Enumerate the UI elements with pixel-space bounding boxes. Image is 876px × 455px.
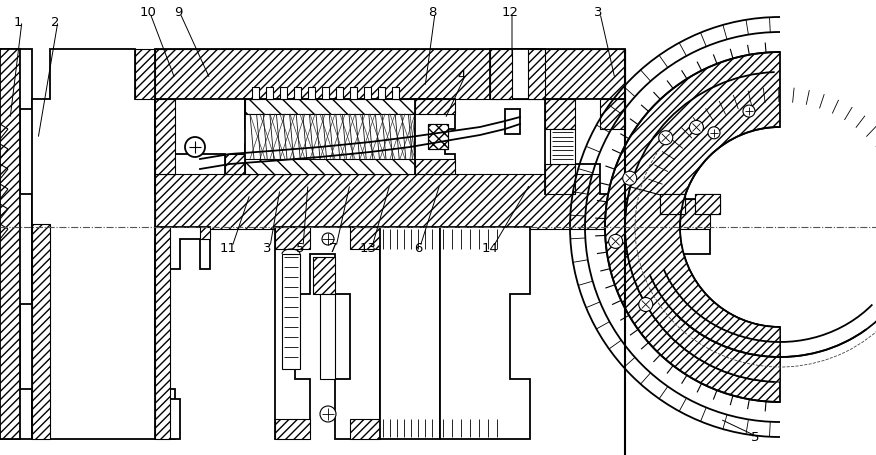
Text: 2: 2 [51,15,60,29]
Bar [428,125,448,150]
Circle shape [659,131,673,146]
Bar [313,258,335,294]
Polygon shape [0,50,32,439]
Polygon shape [200,228,210,239]
Polygon shape [380,228,440,439]
Text: 12: 12 [501,5,519,19]
Bar [336,88,343,100]
Text: 9: 9 [173,5,182,19]
Polygon shape [680,200,710,229]
Bar [378,88,385,100]
Polygon shape [175,195,185,214]
Polygon shape [625,200,710,254]
Polygon shape [545,100,625,195]
Polygon shape [440,228,530,439]
Text: 5: 5 [296,241,304,254]
Polygon shape [660,195,685,214]
Polygon shape [528,50,545,100]
Circle shape [623,172,637,186]
Text: 8: 8 [427,5,436,19]
Circle shape [609,235,623,249]
Bar [252,88,259,100]
Bar [322,88,329,100]
Polygon shape [505,110,520,135]
Circle shape [689,121,703,135]
Polygon shape [155,228,210,439]
Text: 1: 1 [14,15,22,29]
Polygon shape [650,207,680,222]
Bar [350,88,357,100]
Circle shape [743,106,755,118]
Polygon shape [275,228,380,439]
Bar [392,88,399,100]
Text: 4: 4 [458,68,466,81]
Polygon shape [245,100,445,175]
Polygon shape [415,160,455,175]
Text: 3: 3 [263,241,272,254]
Circle shape [322,233,334,245]
Polygon shape [155,175,625,229]
Circle shape [708,127,720,140]
Polygon shape [415,100,455,115]
Polygon shape [550,130,575,165]
Circle shape [639,298,653,312]
Polygon shape [275,228,310,249]
Polygon shape [350,228,380,249]
Polygon shape [545,165,575,195]
Polygon shape [32,224,50,439]
Text: 7: 7 [328,241,337,254]
Polygon shape [245,100,415,115]
Bar [266,88,273,100]
Polygon shape [275,419,310,439]
Polygon shape [155,100,175,175]
Bar [320,294,335,379]
Polygon shape [245,160,415,175]
Polygon shape [545,100,575,130]
Bar [308,88,315,100]
Polygon shape [415,100,455,175]
Text: 13: 13 [359,241,377,254]
Polygon shape [428,125,448,150]
Polygon shape [32,50,175,439]
Polygon shape [600,100,625,130]
Text: 11: 11 [220,241,237,254]
Polygon shape [695,195,720,214]
Polygon shape [155,50,625,100]
Polygon shape [155,50,625,229]
Polygon shape [490,50,545,100]
Text: 3: 3 [594,5,602,19]
Polygon shape [0,50,20,439]
Polygon shape [282,254,300,369]
Polygon shape [660,195,685,214]
Polygon shape [605,53,780,402]
Polygon shape [350,419,380,439]
Text: 6: 6 [413,241,422,254]
Polygon shape [155,228,170,439]
Text: 10: 10 [139,5,157,19]
Polygon shape [135,50,155,100]
Polygon shape [625,187,780,382]
Bar [280,88,287,100]
Polygon shape [155,100,265,175]
Polygon shape [625,200,650,229]
Circle shape [320,406,336,422]
Text: 14: 14 [482,241,498,254]
Polygon shape [225,155,245,175]
Text: 5: 5 [751,430,759,444]
Polygon shape [650,207,680,222]
Polygon shape [490,50,512,100]
Bar [364,88,371,100]
Circle shape [185,138,205,157]
Polygon shape [695,195,720,214]
Bar [294,88,301,100]
